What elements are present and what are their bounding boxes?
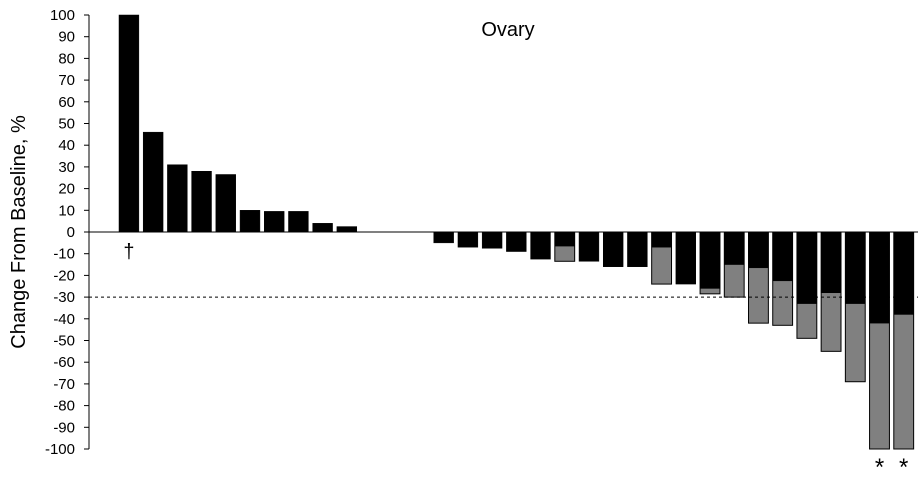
y-tick-label: -90 — [53, 419, 75, 436]
bar — [433, 231, 454, 244]
bar — [312, 223, 333, 233]
y-tick-label: -70 — [53, 376, 75, 393]
bar — [530, 231, 551, 260]
bar — [457, 231, 479, 248]
bar — [554, 231, 575, 247]
y-tick-label: -40 — [53, 311, 75, 328]
bar — [578, 231, 600, 262]
bar — [264, 211, 285, 233]
markers-layer: † * * — [123, 241, 908, 481]
y-tick-label: -30 — [53, 289, 75, 306]
bar — [699, 231, 721, 289]
y-tick-label: 100 — [50, 7, 75, 24]
y-tick-label: 0 — [67, 224, 75, 241]
y-tick-label: 90 — [58, 29, 75, 46]
axis-layer: 1009080706050403020100-10-20-30-40-50-60… — [45, 7, 918, 458]
bar — [748, 231, 769, 269]
y-tick-label: 50 — [58, 116, 75, 133]
y-tick-label: -100 — [45, 441, 75, 458]
bar — [772, 231, 793, 282]
y-tick-label: 40 — [58, 137, 75, 154]
bars-layer — [118, 14, 915, 450]
chart-title: Ovary — [481, 19, 534, 41]
y-tick-label: -80 — [53, 398, 75, 415]
y-tick-label: 70 — [58, 72, 75, 89]
bar — [869, 231, 890, 324]
bar — [481, 231, 503, 249]
y-tick-label: 60 — [58, 94, 75, 111]
bar — [893, 231, 914, 315]
bar — [142, 131, 164, 233]
bar — [239, 210, 261, 233]
y-tick-label: -50 — [53, 333, 75, 350]
bar — [627, 231, 648, 267]
y-axis-label: Change From Baseline, % — [8, 115, 30, 349]
bar — [820, 231, 842, 294]
bar — [796, 231, 818, 304]
bar — [724, 231, 745, 265]
y-tick-label: 80 — [58, 50, 75, 67]
y-tick-label: -20 — [53, 267, 75, 284]
bar — [675, 231, 696, 285]
asterisk-marker: * — [875, 454, 884, 481]
bar — [651, 231, 672, 248]
y-tick-label: 30 — [58, 159, 75, 176]
dagger-marker: † — [123, 241, 134, 263]
asterisk-marker: * — [899, 454, 908, 481]
y-tick-label: -60 — [53, 354, 75, 371]
bar — [191, 170, 212, 233]
y-tick-label: -10 — [53, 246, 75, 263]
y-tick-label: 20 — [58, 181, 75, 198]
bar — [167, 164, 188, 233]
bar — [215, 174, 236, 233]
bar — [288, 211, 309, 233]
bar — [118, 14, 140, 233]
bar — [336, 226, 358, 233]
bar — [506, 231, 527, 252]
bar — [845, 231, 866, 304]
y-tick-label: 10 — [58, 202, 75, 219]
bar — [602, 231, 624, 267]
